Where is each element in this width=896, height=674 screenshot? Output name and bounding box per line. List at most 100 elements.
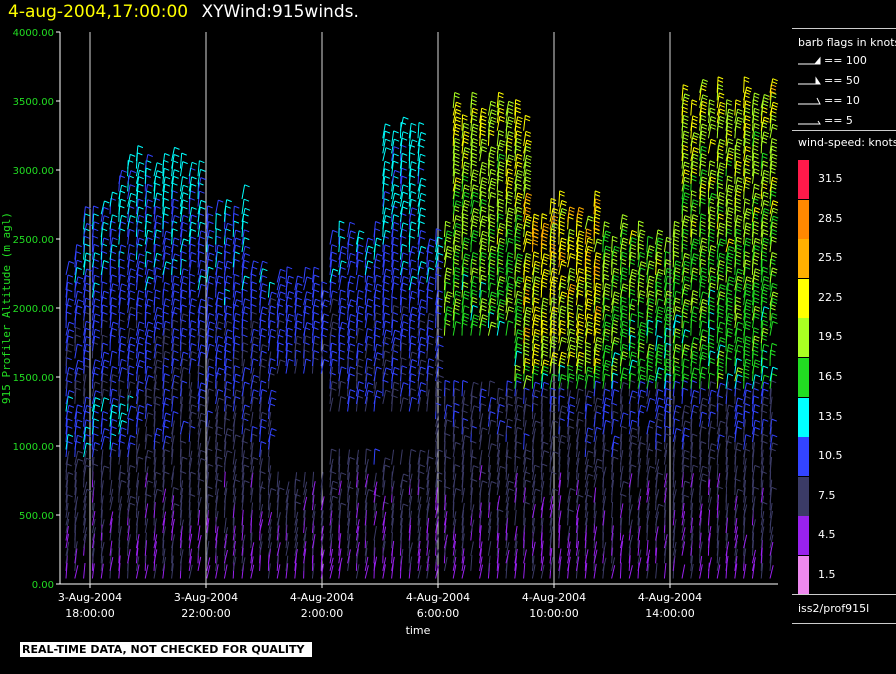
wind-barb: [426, 563, 430, 579]
wind-barb: [681, 564, 686, 579]
wind-barb: [681, 252, 690, 268]
wind-barb: [408, 335, 417, 351]
wind-barb: [197, 298, 207, 313]
wind-barb: [417, 266, 424, 283]
wind-barb: [470, 229, 479, 245]
wind-barb: [540, 540, 544, 556]
speed-legend-label: 19.5: [818, 330, 843, 344]
wind-barb: [743, 154, 752, 169]
wind-barb: [681, 456, 690, 473]
wind-barb: [646, 457, 650, 473]
wind-barb: [355, 305, 365, 321]
wind-barb: [672, 267, 681, 283]
wind-barb: [206, 472, 209, 488]
wind-barb: [681, 534, 686, 549]
wind-barb: [716, 480, 721, 496]
wind-barb: [496, 161, 505, 177]
wind-barb: [558, 282, 566, 298]
wind-barb: [523, 238, 532, 253]
wind-barb: [118, 184, 127, 200]
wind-barb: [769, 434, 778, 450]
wind-barb: [443, 449, 447, 465]
wind-barb: [452, 108, 462, 124]
wind-barb: [514, 298, 523, 313]
wind-barb: [496, 433, 504, 450]
wind-barb: [391, 296, 398, 313]
wind-barb: [232, 465, 237, 480]
wind-barb: [540, 403, 543, 420]
wind-barb: [320, 533, 325, 549]
wind-barb: [179, 487, 184, 503]
wind-barb: [496, 420, 506, 435]
wind-barb: [74, 458, 84, 473]
wind-barb: [215, 304, 223, 321]
wind-barb: [206, 252, 215, 268]
wind-barb: [743, 283, 752, 298]
wind-barb: [399, 328, 408, 344]
wind-barb: [681, 344, 690, 359]
wind-barb: [655, 458, 660, 473]
wind-barb: [267, 291, 277, 306]
wind-barb: [65, 380, 73, 397]
wind-barb: [470, 519, 475, 534]
wind-barb: [329, 397, 334, 412]
wind-barb: [496, 548, 500, 564]
wind-barb: [241, 275, 250, 291]
wind-barb: [215, 291, 224, 306]
wind-barb: [162, 176, 171, 192]
wind-barb: [690, 132, 700, 147]
wind-barb: [707, 245, 717, 260]
wind-barb: [523, 275, 532, 291]
barb-sample-icon: [798, 76, 821, 85]
wind-barb: [364, 298, 374, 313]
wind-barb: [417, 320, 426, 336]
wind-barb: [417, 382, 426, 397]
wind-barb: [135, 556, 140, 571]
wind-barb: [619, 517, 623, 533]
wind-barb: [435, 487, 438, 503]
wind-barb: [118, 449, 122, 465]
wind-barb: [171, 298, 180, 313]
wind-barb: [716, 304, 725, 321]
wind-barb: [144, 183, 153, 200]
x-tick-time: 18:00:00: [65, 607, 114, 620]
wind-barb: [276, 342, 284, 359]
wind-barb: [162, 206, 171, 222]
wind-barb: [83, 327, 91, 344]
wind-barb: [452, 101, 462, 116]
wind-barb: [364, 343, 373, 359]
wind-barb: [100, 532, 103, 549]
wind-barb: [382, 359, 391, 374]
wind-barb: [619, 251, 628, 268]
wind-barb: [567, 328, 576, 344]
wind-barb: [223, 365, 232, 382]
wind-barb: [637, 374, 646, 389]
wind-barb: [611, 501, 614, 518]
wind-barb: [663, 373, 672, 389]
wind-barb: [725, 373, 734, 389]
wind-barb: [725, 472, 729, 488]
wind-barb: [769, 221, 778, 237]
wind-barb: [91, 425, 99, 442]
wind-barb: [373, 352, 383, 367]
wind-barb: [602, 305, 610, 321]
wind-barb: [523, 252, 532, 268]
wind-barb: [179, 519, 184, 534]
wind-barb: [259, 494, 262, 511]
wind-barb: [197, 496, 202, 511]
wind-barb: [751, 152, 759, 169]
wind-barb: [347, 313, 356, 329]
wind-barb: [760, 511, 765, 526]
wind-barb: [338, 245, 348, 260]
wind-barb: [584, 237, 594, 253]
wind-barb: [91, 221, 100, 237]
wind-barb: [100, 541, 105, 556]
wind-barb: [179, 480, 184, 496]
wind-barb: [707, 443, 717, 458]
wind-barb: [611, 380, 619, 397]
wind-barb: [769, 207, 779, 222]
wind-barb: [487, 109, 497, 124]
wind-barb: [707, 319, 715, 336]
wind-barb: [514, 413, 519, 427]
wind-barb: [743, 563, 747, 579]
